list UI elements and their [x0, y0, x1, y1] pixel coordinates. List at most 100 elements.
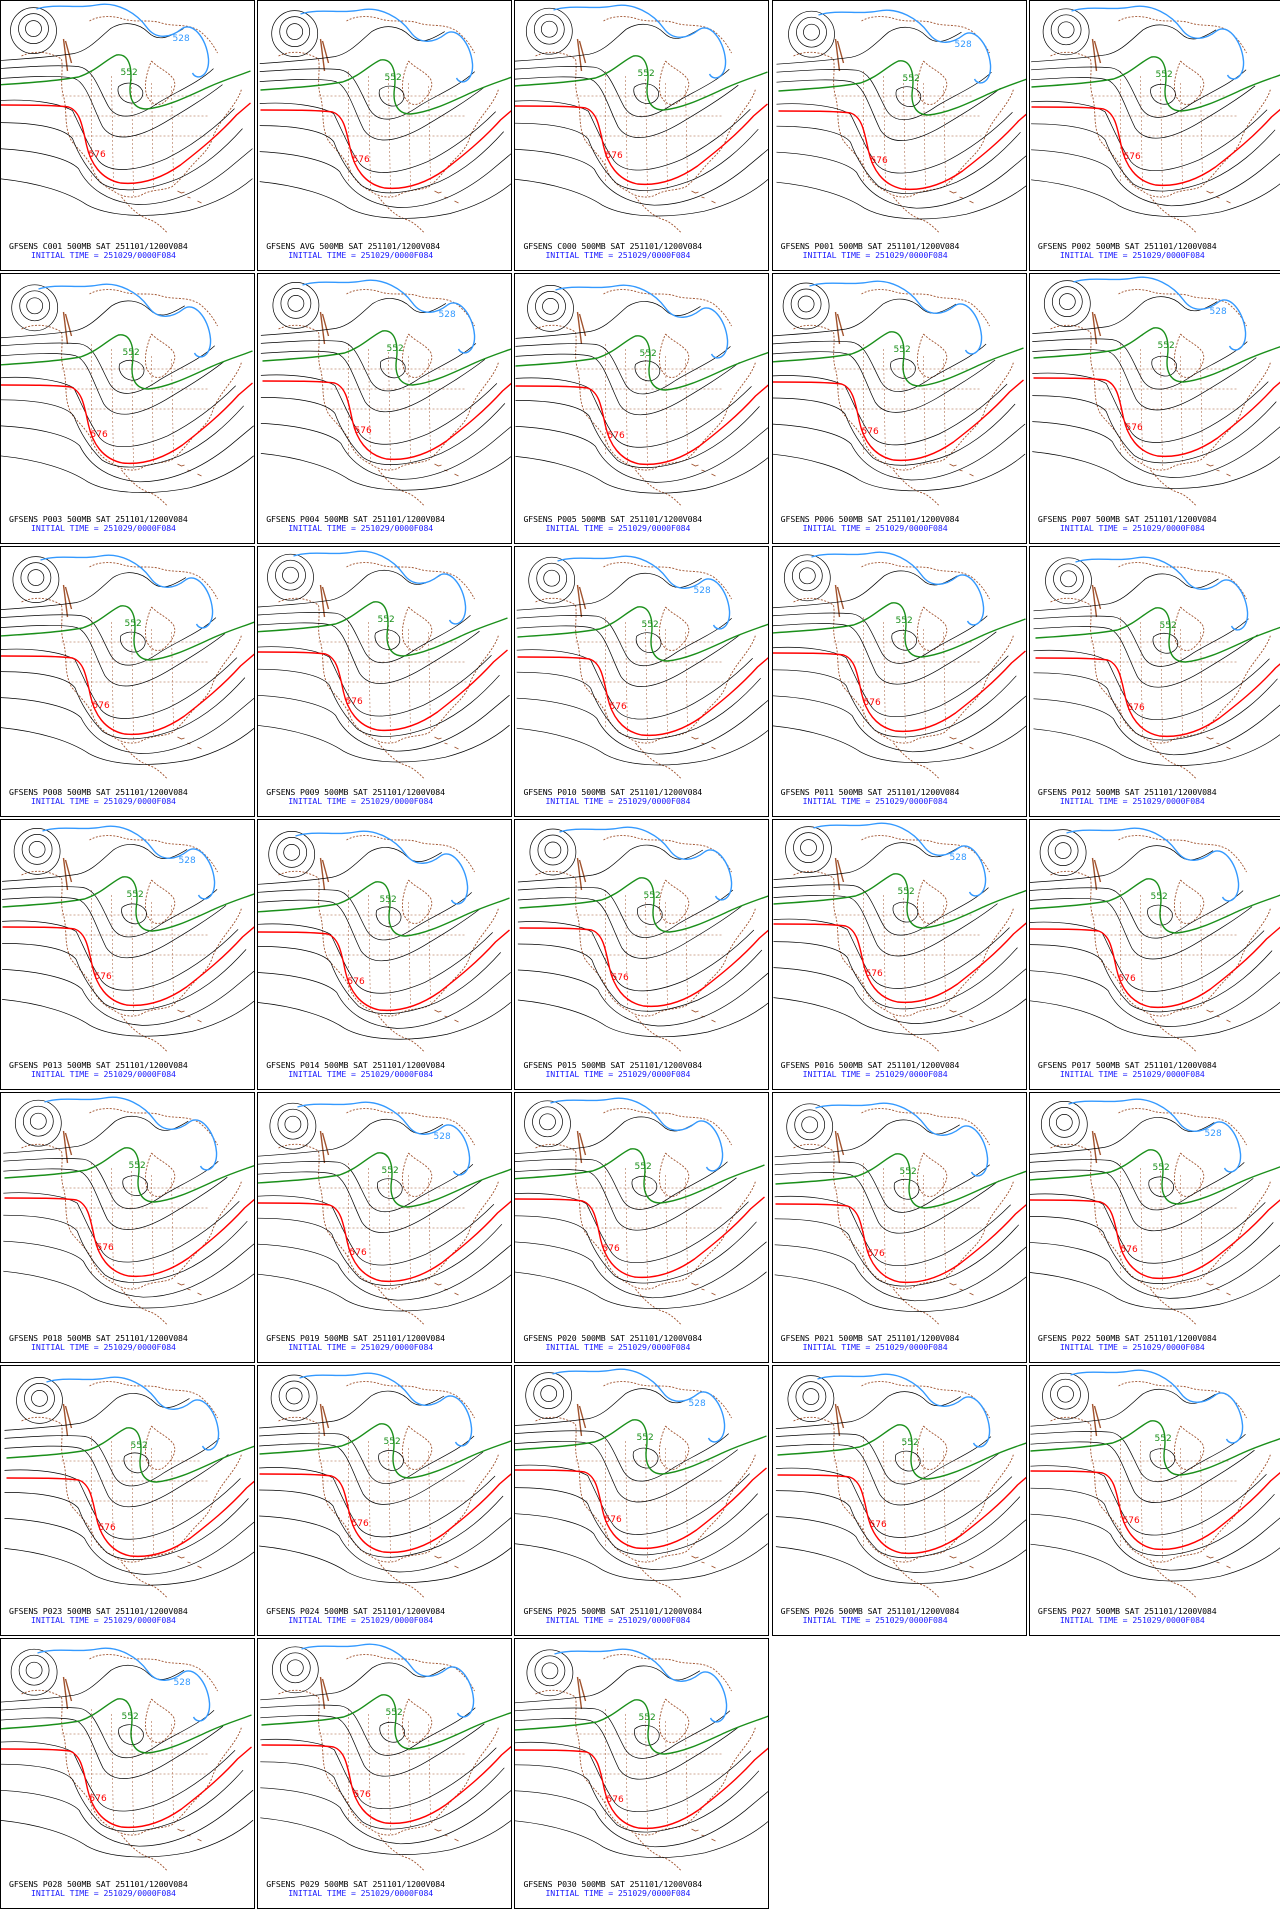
panel-title: GFSENS P006 500MB SAT 251101/1200V084: [780, 514, 960, 524]
contour-552: [777, 60, 1026, 116]
geography-outline: [535, 834, 757, 1053]
panel-initial-time: INITIAL TIME = 251029/0000F084: [802, 1342, 948, 1352]
ensemble-member-panel: 552 576 528 GFSENS P007 500MB SAT 251101/12…: [1028, 273, 1280, 544]
height-contours: [1, 284, 254, 493]
contour-label-552: 552: [121, 68, 138, 78]
contour-label-576: 576: [99, 1523, 116, 1533]
panel-title: GFSENS P030 500MB SAT 251101/1200V084: [523, 1879, 703, 1889]
geography-outline: [792, 288, 1014, 507]
geography-outline: [20, 288, 243, 507]
panel-title: GFSENS P021 500MB SAT 251101/1200V084: [780, 1333, 960, 1343]
height-contours: [515, 1649, 769, 1858]
contour-576: [1032, 375, 1280, 458]
contour-528: [554, 1648, 728, 1723]
height-contours: [772, 826, 1026, 1035]
panel-title: GFSENS P027 500MB SAT 251101/1200V084: [1037, 1606, 1217, 1616]
ensemble-member-panel: 552 576 528 GFSENS P028 500MB SAT 251101/12…: [0, 1638, 255, 1909]
geography-outline: [535, 15, 757, 234]
panel-title: GFSENS P009 500MB SAT 251101/1200V084: [266, 787, 445, 797]
ensemble-member-panel: 552 576 528 GFSENS P019 500MB SAT 251101/12…: [257, 1092, 513, 1363]
ensemble-member-panel: 552 576 528 GFSENS P022 500MB SAT 251101/12…: [1028, 1092, 1280, 1363]
height-contours: [1, 7, 253, 216]
contour-label-576: 576: [605, 1515, 622, 1525]
contour-label-576: 576: [350, 1248, 367, 1258]
contour-label-552: 552: [901, 1438, 918, 1448]
contour-label-528: 528: [1204, 1129, 1221, 1139]
ensemble-member-panel: 552 576 GFSENS P021 500MB SAT 251101/1200V…: [771, 1092, 1027, 1363]
ensemble-member-panel: 552 576 GFSENS P014 500MB SAT 251101/1200V…: [257, 819, 513, 1090]
ensemble-member-panel: 552 576 GFSENS C000 500MB SAT 251101/1200V…: [514, 0, 770, 271]
height-contour-map: 552 576: [259, 8, 512, 234]
contour-552: [1034, 607, 1280, 663]
contour-label-576: 576: [607, 1795, 624, 1805]
ensemble-member-panel: 552 576 GFSENS P017 500MB SAT 251101/1200V…: [1028, 819, 1280, 1090]
height-contour-map: 552 576: [515, 1648, 769, 1872]
contour-552: [1029, 1149, 1280, 1205]
height-contour-map: 552 576: [775, 1373, 1026, 1599]
height-contours: [258, 1102, 512, 1312]
contour-label-552: 552: [642, 620, 659, 630]
ensemble-member-panel: 552 576 GFSENS P026 500MB SAT 251101/1200V…: [771, 1365, 1027, 1636]
contour-label-552: 552: [384, 1437, 401, 1447]
panel-initial-time: INITIAL TIME = 251029/0000F084: [288, 523, 434, 533]
height-contour-map: 552 576: [772, 280, 1026, 507]
contour-label-552: 552: [386, 1708, 403, 1718]
ensemble-member-panel: 552 576 GFSENS P008 500MB SAT 251101/1200V…: [0, 546, 255, 817]
panel-title: GFSENS P002 500MB SAT 251101/1200V084: [1037, 241, 1217, 251]
ensemble-member-panel: 552 576 528 GFSENS P010 500MB SAT 251101/12…: [514, 546, 770, 817]
contour-label-576: 576: [97, 1243, 114, 1253]
contour-552: [772, 873, 1026, 929]
contour-528: [299, 1372, 473, 1447]
geography-outline: [535, 561, 757, 780]
contour-label-576: 576: [1123, 152, 1140, 162]
contour-label-552: 552: [897, 887, 914, 897]
panel-title: GFSENS P004 500MB SAT 251101/1200V084: [266, 514, 445, 524]
height-contour-map: 552 576: [1029, 827, 1280, 1053]
contour-label-552: 552: [1157, 341, 1174, 351]
contour-label-552: 552: [1152, 1163, 1169, 1173]
height-contour-map: 552 576 528: [1, 1647, 254, 1872]
height-contour-map: 552 576: [1029, 1369, 1280, 1599]
contour-label-576: 576: [352, 1519, 369, 1529]
contour-label-576: 576: [606, 151, 623, 161]
panel-initial-time: INITIAL TIME = 251029/0000F084: [1059, 250, 1205, 260]
ensemble-member-panel: 552 576 528 GFSENS P001 500MB SAT 251101/12…: [771, 0, 1027, 271]
contour-label-552: 552: [640, 349, 657, 359]
height-contours: [775, 1375, 1026, 1584]
height-contour-map: 552 576: [1, 283, 254, 507]
height-contour-map: 552 576: [258, 830, 512, 1053]
panel-title: GFSENS P001 500MB SAT 251101/1200V084: [780, 241, 960, 251]
ensemble-member-panel: 552 576 GFSENS P015 500MB SAT 251101/1200V…: [514, 819, 770, 1090]
ensemble-member-panel: 552 576 GFSENS P027 500MB SAT 251101/1200V…: [1028, 1365, 1280, 1636]
geography-outline: [20, 1107, 243, 1326]
height-contours: [515, 1372, 769, 1581]
height-contour-map: 552 576: [515, 4, 769, 234]
ensemble-member-panel: 552 576 GFSENS P011 500MB SAT 251101/1200V…: [771, 546, 1027, 817]
geography-outline: [278, 1653, 500, 1872]
height-contours: [2, 1099, 254, 1309]
height-contours: [774, 1103, 1026, 1312]
contour-576: [258, 1200, 512, 1283]
height-contour-map: 552 576 528: [775, 9, 1026, 234]
contour-576: [1, 102, 252, 185]
height-contours: [1031, 280, 1280, 489]
ensemble-member-panel: 552 576 GFSENS P030 500MB SAT 251101/1200V…: [514, 1638, 770, 1909]
contour-576: [772, 379, 1024, 462]
panel-title: GFSENS P020 500MB SAT 251101/1200V084: [523, 1333, 703, 1343]
panel-title: GFSENS P010 500MB SAT 251101/1200V084: [523, 787, 703, 797]
geography-outline: [792, 834, 1014, 1053]
ensemble-member-panel: 552 576 GFSENS P018 500MB SAT 251101/1200V…: [0, 1092, 255, 1363]
panel-initial-time: INITIAL TIME = 251029/0000F084: [545, 1342, 691, 1352]
contour-label-576: 576: [354, 1790, 371, 1800]
height-contour-map: 552 576: [515, 1097, 768, 1326]
contour-label-552: 552: [902, 74, 919, 84]
ensemble-member-panel: 552 576 GFSENS P029 500MB SAT 251101/1200V…: [257, 1638, 513, 1909]
panel-initial-time: INITIAL TIME = 251029/0000F084: [545, 1615, 691, 1625]
geography-outline: [1049, 288, 1272, 507]
panel-initial-time: INITIAL TIME = 251029/0000F084: [31, 250, 176, 260]
panel-title: GFSENS C000 500MB SAT 251101/1200V084: [523, 241, 703, 251]
contour-label-552: 552: [129, 1161, 146, 1171]
contour-label-576: 576: [610, 702, 627, 712]
panel-initial-time: INITIAL TIME = 251029/0000F084: [31, 1069, 176, 1079]
contour-576: [258, 929, 511, 1012]
